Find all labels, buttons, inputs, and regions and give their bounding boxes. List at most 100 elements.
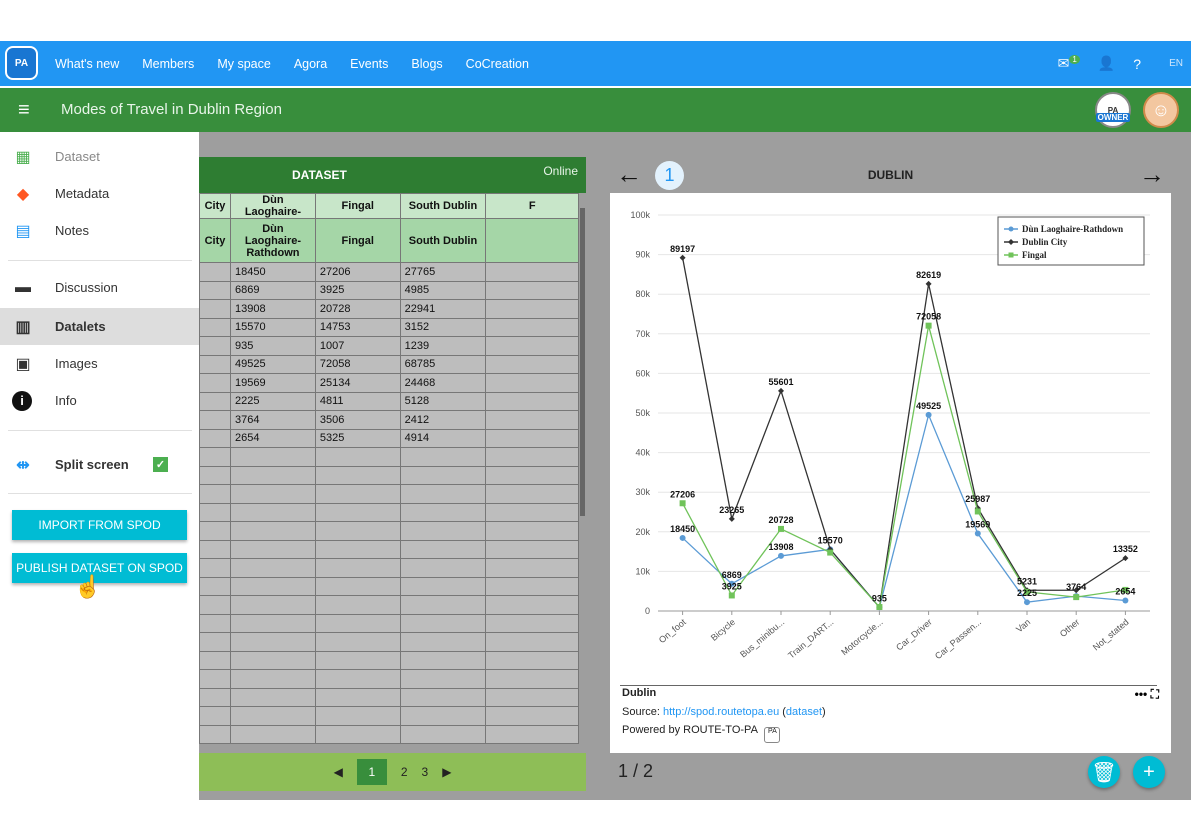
table-cell[interactable]: 6869 — [229, 280, 316, 300]
table-cell[interactable]: 5128 — [399, 391, 487, 411]
table-row[interactable]: 18450 27206 27765 — [199, 262, 579, 282]
table-row[interactable] — [199, 595, 579, 615]
table-row[interactable] — [199, 650, 579, 670]
sidebar-item-dataset[interactable]: ▦ Dataset — [0, 138, 199, 175]
delete-button[interactable]: 🗑 — [1088, 756, 1120, 788]
language-selector[interactable]: EN — [1169, 58, 1183, 69]
sidebar-item-discussion[interactable]: ▬ Discussion — [0, 269, 199, 306]
page-button[interactable]: 2 — [400, 765, 408, 779]
table-cell[interactable]: 2412 — [399, 410, 487, 430]
sidebar-item-info[interactable]: i Info — [0, 382, 199, 419]
column-header[interactable]: South Dublin — [399, 193, 487, 219]
column-header[interactable]: City — [199, 193, 231, 219]
arrow-right-icon[interactable]: → — [1139, 159, 1165, 189]
table-cell[interactable]: 72058 — [314, 354, 401, 374]
nav-members[interactable]: Members — [142, 56, 195, 71]
nav-events[interactable]: Events — [350, 56, 389, 71]
table-row[interactable] — [199, 447, 579, 467]
table-row[interactable]: 3764 3506 2412 — [199, 410, 579, 430]
table-row[interactable] — [199, 706, 579, 726]
fullscreen-icon[interactable]: ⛶ — [1150, 687, 1159, 701]
table-cell[interactable]: 1239 — [399, 336, 487, 356]
nav-whats-new[interactable]: What's new — [55, 56, 120, 71]
column-header[interactable]: Dùn Laoghaire-Rathdown — [229, 218, 316, 263]
table-scrollbar[interactable] — [580, 208, 585, 516]
table-row[interactable]: 2654 5325 4914 — [199, 428, 579, 448]
sidebar-item-notes[interactable]: ▤ Notes — [0, 212, 199, 249]
nav-my-space[interactable]: My space — [217, 56, 271, 71]
table-cell[interactable]: 68785 — [399, 354, 487, 374]
source-link[interactable]: http://spod.routetopa.eu — [662, 706, 780, 718]
notifications-icon[interactable]: ✉ 1 — [1058, 55, 1080, 72]
table-cell[interactable]: 935 — [229, 336, 316, 356]
table-row[interactable] — [199, 502, 579, 522]
table-row[interactable] — [199, 613, 579, 633]
column-header[interactable]: F — [485, 193, 579, 219]
sidebar-item-metadata[interactable]: ◆ Metadata — [0, 175, 199, 212]
route-to-pa-logo[interactable]: PA — [5, 46, 38, 80]
arrow-left-icon[interactable]: ← — [616, 159, 642, 189]
table-cell[interactable]: 27206 — [314, 262, 401, 282]
column-header[interactable]: Fingal — [314, 218, 401, 263]
table-cell[interactable]: 3764 — [229, 410, 316, 430]
page-button[interactable]: 3 — [421, 765, 429, 779]
nav-cocreation[interactable]: CoCreation — [465, 56, 529, 71]
table-cell[interactable]: 25134 — [314, 373, 401, 393]
table-row[interactable] — [199, 687, 579, 707]
publish-dataset-button[interactable]: PUBLISH DATASET ON SPOD — [12, 553, 187, 583]
table-row[interactable]: 935 1007 1239 — [199, 336, 579, 356]
page-button-current[interactable]: 1 — [356, 759, 387, 785]
table-row[interactable] — [199, 558, 579, 578]
add-button[interactable]: + — [1133, 756, 1165, 788]
table-row[interactable] — [199, 465, 579, 485]
sidebar-item-images[interactable]: ▣ Images — [0, 345, 199, 382]
column-header[interactable]: Fingal — [314, 193, 401, 219]
table-cell[interactable]: 20728 — [314, 299, 401, 319]
more-icon[interactable]: ••• — [1134, 687, 1148, 701]
user-icon[interactable]: 👤 — [1097, 55, 1116, 71]
table-row[interactable]: 19569 25134 24468 — [199, 373, 579, 393]
table-row[interactable] — [199, 632, 579, 652]
table-row[interactable]: 15570 14753 3152 — [199, 317, 579, 337]
table-cell[interactable]: 2654 — [229, 428, 316, 448]
nav-blogs[interactable]: Blogs — [411, 56, 443, 71]
table-cell[interactable]: 49525 — [229, 354, 316, 374]
column-header[interactable]: South Dublin — [399, 218, 487, 263]
table-cell[interactable]: 2225 — [229, 391, 316, 411]
sidebar-item-datalets[interactable]: ▥ Datalets — [0, 308, 199, 345]
table-cell[interactable]: 4811 — [314, 391, 401, 411]
table-row[interactable] — [199, 576, 579, 596]
table-row[interactable] — [199, 521, 579, 541]
table-cell[interactable]: 18450 — [229, 262, 316, 282]
help-icon[interactable]: ? — [1133, 55, 1142, 72]
menu-icon[interactable]: ≡ — [18, 99, 30, 121]
table-cell[interactable]: 3152 — [399, 317, 487, 337]
table-cell[interactable]: 22941 — [399, 299, 487, 319]
table-cell[interactable]: 4985 — [399, 280, 487, 300]
dataset-link[interactable]: dataset — [785, 706, 823, 718]
table-cell[interactable]: 3925 — [314, 280, 401, 300]
table-row[interactable] — [199, 724, 579, 744]
table-cell[interactable]: 24468 — [399, 373, 487, 393]
table-cell[interactable]: 15570 — [229, 317, 316, 337]
column-header[interactable]: City — [199, 218, 231, 263]
import-from-spod-button[interactable]: IMPORT FROM SPOD — [12, 510, 187, 540]
next-page-icon[interactable]: ▶ — [442, 765, 452, 779]
column-header[interactable]: Dùn Laoghaire- — [229, 193, 316, 219]
table-cell[interactable]: 1007 — [314, 336, 401, 356]
table-cell[interactable]: 4914 — [399, 428, 487, 448]
table-cell[interactable]: 27765 — [399, 262, 487, 282]
table-row[interactable]: 2225 4811 5128 — [199, 391, 579, 411]
table-row[interactable]: 6869 3925 4985 — [199, 280, 579, 300]
table-row[interactable] — [199, 484, 579, 504]
table-row[interactable]: 49525 72058 68785 — [199, 354, 579, 374]
table-row[interactable]: 13908 20728 22941 — [199, 299, 579, 319]
table-cell[interactable]: 13908 — [229, 299, 316, 319]
table-row[interactable] — [199, 669, 579, 689]
table-cell[interactable]: 14753 — [314, 317, 401, 337]
table-row[interactable] — [199, 539, 579, 559]
nav-agora[interactable]: Agora — [293, 56, 328, 71]
table-cell[interactable]: 19569 — [229, 373, 316, 393]
column-header[interactable] — [485, 218, 579, 263]
table-cell[interactable]: 5325 — [314, 428, 401, 448]
